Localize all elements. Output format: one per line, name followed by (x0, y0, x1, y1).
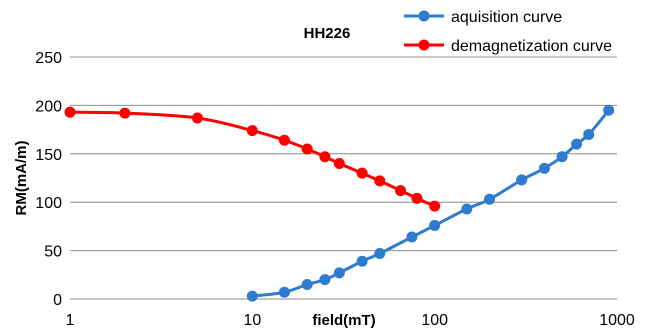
data-point (374, 175, 386, 187)
x-axis-title: field(mT) (312, 312, 375, 329)
legend-swatch-marker (418, 39, 430, 51)
x-tick-labels: 1 10 100 1000 (66, 312, 635, 329)
data-point (516, 174, 528, 186)
x-tick-label: 100 (421, 312, 448, 329)
legend-label: demagnetization curve (451, 38, 612, 55)
data-point (64, 106, 76, 118)
series-layer (64, 104, 615, 302)
data-point (356, 255, 368, 267)
y-axis-title: RM(mA/m) (13, 141, 30, 216)
y-tick-label: 250 (35, 50, 62, 67)
y-tick-label: 200 (35, 98, 62, 115)
chart-title: HH226 (304, 25, 351, 42)
series-demagnetization (64, 106, 441, 212)
data-point (278, 134, 290, 146)
data-point (429, 200, 441, 212)
data-point (538, 162, 550, 174)
y-tick-label: 0 (53, 292, 62, 309)
data-point (429, 219, 441, 231)
data-point (333, 157, 345, 169)
data-point (246, 125, 258, 137)
data-point (333, 267, 345, 279)
data-point (319, 274, 331, 286)
x-tick-label: 10 (243, 312, 261, 329)
legend: aquisition curve demagnetization curve (404, 9, 612, 55)
legend-swatch-marker (418, 10, 430, 22)
data-point (246, 290, 258, 302)
series-aquisition (246, 104, 615, 302)
data-point (406, 231, 418, 243)
data-point (603, 104, 615, 116)
legend-label: aquisition curve (451, 9, 562, 26)
data-point (395, 185, 407, 197)
grid-lines (70, 56, 617, 252)
data-point (583, 128, 595, 140)
data-point (191, 112, 203, 124)
data-point (461, 203, 473, 215)
data-point (301, 278, 313, 290)
data-point (374, 248, 386, 260)
data-point (411, 192, 423, 204)
y-tick-label: 50 (44, 244, 62, 261)
data-point (571, 138, 583, 150)
x-tick-label: 1 (66, 312, 75, 329)
legend-item: aquisition curve (404, 9, 562, 26)
y-tick-label: 150 (35, 147, 62, 164)
data-point (484, 193, 496, 205)
x-tick-label: 1000 (599, 312, 635, 329)
legend-item: demagnetization curve (404, 38, 612, 55)
data-point (556, 151, 568, 163)
data-point (356, 167, 368, 179)
y-tick-label: 100 (35, 195, 62, 212)
data-point (278, 286, 290, 298)
data-point (301, 143, 313, 155)
data-point (119, 107, 131, 119)
data-point (319, 151, 331, 163)
y-tick-labels: 0 50 100 150 200 250 (35, 50, 62, 309)
